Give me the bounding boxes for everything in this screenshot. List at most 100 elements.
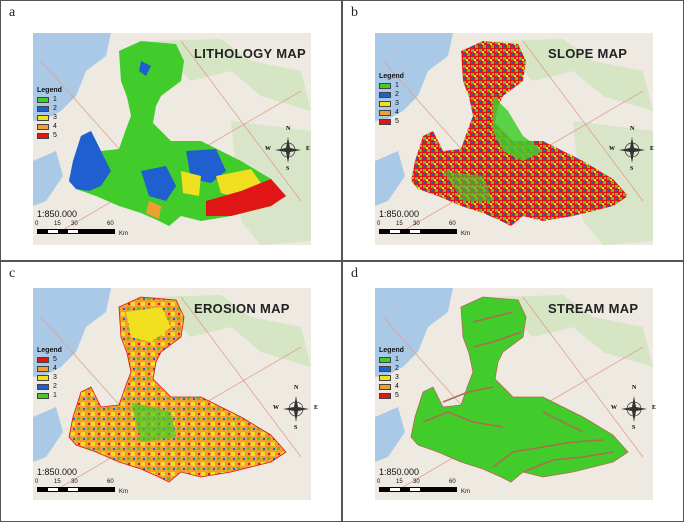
forest-area [493, 39, 653, 111]
scale-tick: 30 [71, 479, 78, 485]
lithology-unit [206, 179, 286, 216]
panel-letter: a [9, 5, 16, 20]
legend-title: Legend [379, 73, 404, 80]
scale-tick: 60 [107, 221, 114, 227]
compass-s: S [294, 425, 298, 431]
legend-swatch [379, 365, 391, 372]
legend-item: 3 [379, 373, 404, 382]
compass-w: W [265, 146, 271, 152]
slope-map-canvas [375, 33, 653, 245]
erosion-class [131, 402, 176, 442]
legend: Legend 1 2 3 4 5 [379, 73, 404, 126]
map-title: SLOPE MAP [548, 46, 628, 61]
scale-tick: 15 [396, 479, 403, 485]
compass-n: N [632, 385, 637, 391]
stream-line [492, 439, 604, 468]
legend-label: 1 [395, 356, 399, 363]
watershed-area [410, 296, 629, 483]
scale-bar: 1:850.000 0 15 30 60 Km [35, 467, 137, 495]
legend-swatch [37, 105, 49, 112]
scale-tick: 60 [449, 479, 456, 485]
legend-swatch [37, 356, 49, 363]
map-title: LITHOLOGY MAP [194, 46, 306, 61]
compass-s: S [630, 166, 634, 172]
scale-unit: Km [461, 231, 470, 237]
legend-swatch [37, 374, 49, 381]
stream-line [522, 451, 614, 473]
legend-label: 5 [53, 356, 57, 363]
legend-swatch [379, 374, 391, 381]
legend-label: 1 [53, 392, 57, 399]
legend-label: 3 [53, 374, 57, 381]
scale-bar-graphic [379, 229, 457, 234]
legend-swatch [37, 114, 49, 121]
compass-s: S [286, 166, 290, 172]
legend: Legend 1 2 3 4 5 [37, 87, 62, 140]
scale-bar-graphic [37, 229, 115, 234]
north-arrow-icon: N S W E [611, 385, 656, 431]
legend: Legend 1 2 3 4 5 [379, 347, 404, 400]
panel-a: a LITHOLOGY MAP Legend 1 2 3 4 5 N S W E… [0, 0, 342, 261]
legend-item: 1 [37, 391, 62, 400]
scale-bar-graphic [37, 487, 115, 492]
scale-tick: 0 [377, 479, 381, 485]
legend-title: Legend [379, 347, 404, 354]
panel-d: d STREAM MAP Legend 1 2 3 4 5 N S W E 1:… [342, 261, 684, 522]
legend-swatch [379, 100, 391, 107]
compass-e: E [314, 405, 319, 411]
legend-swatch [37, 392, 49, 399]
scale-tick: 30 [71, 221, 78, 227]
lithology-unit [69, 131, 111, 191]
stream-line [472, 311, 514, 323]
forest-area [151, 295, 311, 367]
legend-label: 2 [53, 383, 57, 390]
legend-label: 1 [395, 82, 399, 89]
legend-swatch [37, 365, 49, 372]
scale-tick: 0 [377, 221, 381, 227]
stream-line [472, 331, 522, 348]
scale-ticks: 0 15 30 60 Km [35, 221, 137, 237]
legend-swatch [379, 356, 391, 363]
compass-s: S [632, 425, 636, 431]
water-body [33, 407, 63, 462]
stream-map-canvas [375, 288, 653, 500]
scale-ratio: 1:850.000 [379, 209, 420, 219]
legend: Legend 5 4 3 2 1 [37, 347, 62, 400]
scale-bar-graphic [379, 487, 457, 492]
legend-label: 4 [395, 109, 399, 116]
legend-label: 2 [53, 105, 57, 112]
scale-ratio: 1:850.000 [37, 209, 78, 219]
legend-title: Legend [37, 87, 62, 94]
legend-swatch [37, 383, 49, 390]
legend-item: 4 [379, 108, 404, 117]
legend-item: 5 [379, 391, 404, 400]
legend-label: 5 [53, 132, 57, 139]
water-body [375, 33, 453, 121]
compass-n: N [286, 126, 291, 132]
legend-swatch [37, 96, 49, 103]
legend-item: 5 [37, 131, 62, 140]
lithology-unit [181, 171, 201, 196]
stream-line [422, 411, 504, 428]
forest-area [493, 295, 653, 367]
legend-item: 4 [37, 364, 62, 373]
legend-label: 4 [53, 365, 57, 372]
slope-class [493, 96, 543, 161]
legend-item: 2 [379, 364, 404, 373]
compass-w: W [609, 146, 615, 152]
legend-label: 3 [53, 114, 57, 121]
legend-label: 4 [395, 383, 399, 390]
scale-ticks: 0 15 30 60 Km [377, 479, 479, 495]
map-title: STREAM MAP [548, 301, 639, 316]
legend-item: 2 [37, 382, 62, 391]
legend-title: Legend [37, 347, 62, 354]
scale-ratio: 1:850.000 [37, 467, 78, 477]
legend-label: 5 [395, 392, 399, 399]
lithology-unit [141, 166, 176, 201]
legend-item: 1 [37, 95, 62, 104]
legend-item: 1 [379, 355, 404, 364]
scale-tick: 30 [413, 479, 420, 485]
lithology-map-canvas [33, 33, 311, 245]
compass-n: N [630, 126, 635, 132]
